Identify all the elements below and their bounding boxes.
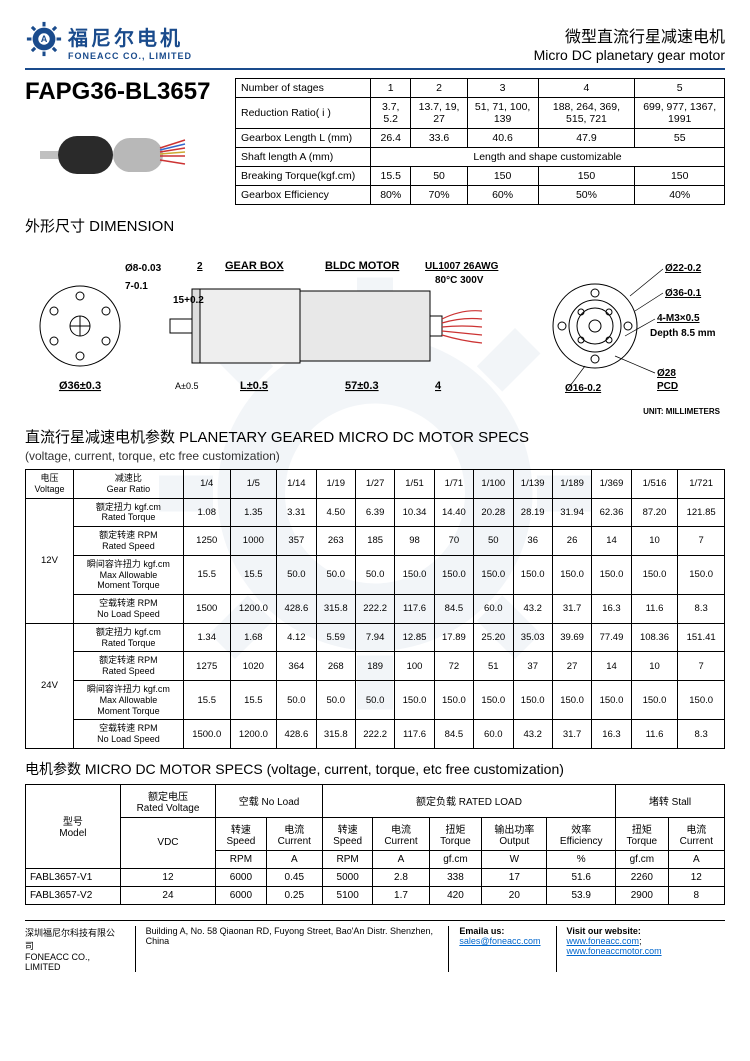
unit-label: UNIT: MILLIMETERS bbox=[643, 407, 720, 416]
svg-text:2: 2 bbox=[197, 261, 203, 272]
svg-text:L±0.5: L±0.5 bbox=[240, 380, 268, 392]
gear-icon: A bbox=[25, 20, 63, 63]
svg-text:Ø36-0.1: Ø36-0.1 bbox=[665, 288, 702, 299]
motor-image bbox=[25, 111, 205, 201]
svg-text:15+0.2: 15+0.2 bbox=[173, 295, 204, 306]
svg-text:4-M3×0.5: 4-M3×0.5 bbox=[657, 313, 700, 324]
svg-text:UL1007 26AWG: UL1007 26AWG bbox=[425, 261, 499, 272]
header-title-en: Micro DC planetary gear motor bbox=[534, 47, 725, 63]
gearbox-table: Number of stages12345Reduction Ratio( i … bbox=[235, 78, 725, 205]
header-title-cn: 微型直流行星减速电机 bbox=[534, 23, 725, 47]
logo-text-cn: 福尼尔电机 bbox=[68, 22, 192, 51]
svg-text:Ø28: Ø28 bbox=[657, 368, 676, 379]
motor-specs-table: 型号Model额定电压Rated Voltage空载 No Load额定负载 R… bbox=[25, 784, 725, 905]
logo-text-en: FONEACC CO., LIMITED bbox=[68, 51, 192, 61]
website-link-1[interactable]: www.foneacc.com bbox=[567, 936, 640, 946]
header: A 福尼尔电机 FONEACC CO., LIMITED 微型直流行星减速电机 … bbox=[25, 20, 725, 70]
dim-shaft-flat: 7-0.1 bbox=[125, 281, 148, 292]
svg-text:BLDC MOTOR: BLDC MOTOR bbox=[325, 260, 399, 272]
svg-text:4: 4 bbox=[435, 380, 442, 392]
svg-text:PCD: PCD bbox=[657, 381, 678, 392]
svg-text:Depth 8.5 mm: Depth 8.5 mm bbox=[650, 328, 716, 339]
svg-text:GEAR BOX: GEAR BOX bbox=[225, 260, 284, 272]
logo: A 福尼尔电机 FONEACC CO., LIMITED bbox=[25, 20, 192, 63]
svg-text:Ø16-0.2: Ø16-0.2 bbox=[565, 383, 602, 394]
svg-text:Ø22-0.2: Ø22-0.2 bbox=[665, 263, 702, 274]
dimension-drawing: Ø36±0.3 Ø8-0.03 7-0.1 2 GEAR BOX BLDC MO… bbox=[25, 241, 725, 416]
footer: 深圳福尼尔科技有限公司 FONEACC CO., LIMITED Buildin… bbox=[25, 920, 725, 972]
website-link-2[interactable]: www.foneaccmotor.com bbox=[567, 946, 662, 956]
svg-text:A±0.5: A±0.5 bbox=[175, 381, 198, 391]
svg-text:80°C 300V: 80°C 300V bbox=[435, 275, 484, 286]
model-number: FAPG36-BL3657 bbox=[25, 78, 225, 106]
motor-specs-title: 电机参数 MICRO DC MOTOR SPECS (voltage, curr… bbox=[25, 759, 725, 779]
planetary-title: 直流行星减速电机参数 PLANETARY GEARED MICRO DC MOT… bbox=[25, 426, 725, 464]
email-link[interactable]: sales@foneacc.com bbox=[459, 936, 540, 946]
dim-shaft-d: Ø8-0.03 bbox=[125, 263, 162, 274]
dim-diam: Ø36±0.3 bbox=[59, 380, 101, 392]
svg-text:57±0.3: 57±0.3 bbox=[345, 380, 379, 392]
dimension-title: 外形尺寸 DIMENSION bbox=[25, 215, 725, 236]
svg-text:A: A bbox=[41, 34, 48, 44]
planetary-specs-table: 电压Voltage减速比Gear Ratio1/41/51/141/191/27… bbox=[25, 469, 725, 749]
